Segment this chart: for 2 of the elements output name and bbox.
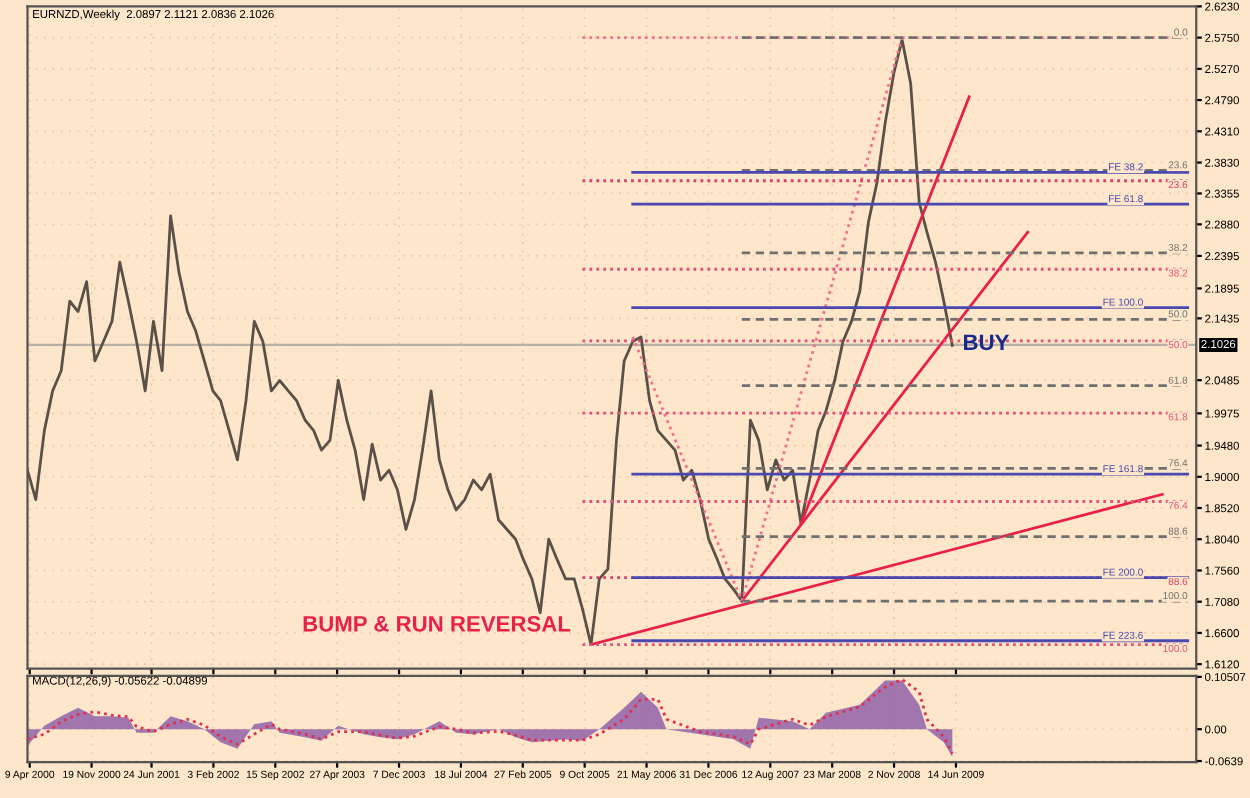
annotation: BUMP & RUN REVERSAL <box>303 615 571 632</box>
annotation: BUY <box>963 334 1010 351</box>
